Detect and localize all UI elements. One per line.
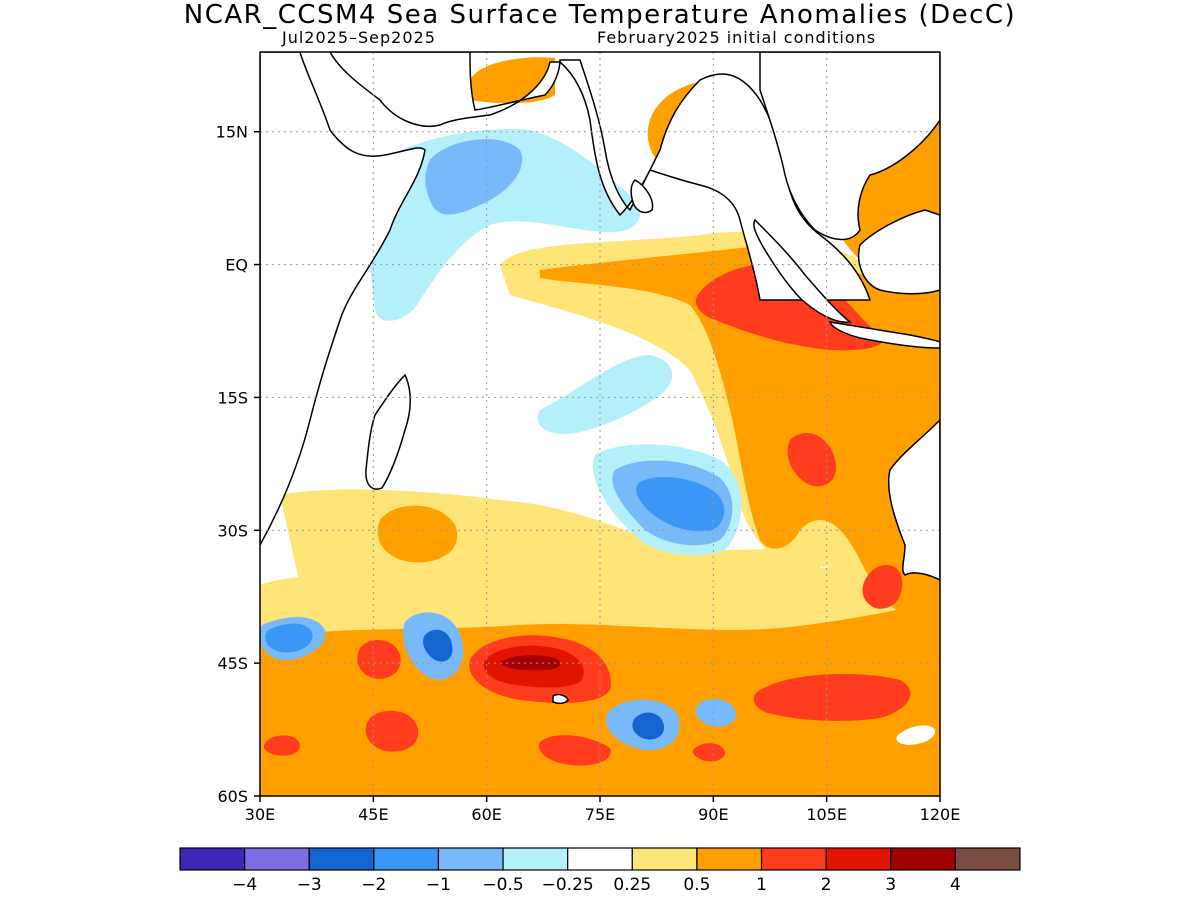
anomaly-region-sw-australia-cool	[896, 725, 936, 745]
colorbar-swatch	[373, 847, 440, 871]
anomaly-region-cold-eddy-4	[695, 698, 737, 727]
colorbar-swatch	[760, 847, 827, 871]
x-tick-label: 105E	[806, 805, 847, 824]
anomaly-region-hot-eddy-5	[692, 743, 726, 762]
colorbar-swatch	[890, 847, 956, 871]
colorbar-swatch	[825, 847, 892, 871]
land-arabia-india	[329, 52, 872, 301]
anomaly-field	[260, 52, 940, 796]
land-sumatra	[753, 218, 852, 323]
colorbar-swatch	[244, 847, 310, 871]
anomaly-region-hot-eddy-1	[357, 639, 401, 679]
colorbar-label: 0.25	[613, 875, 651, 895]
y-axis: 15N EQ 15S 30S 45S 60S	[216, 123, 260, 806]
land-kerguelen	[552, 693, 569, 705]
anomaly-region-wa-hot	[862, 565, 903, 609]
anomaly-region-cold-eddy-2-core	[423, 629, 453, 662]
land-borneo	[858, 209, 940, 295]
y-tick-label: 15N	[216, 123, 248, 142]
land-africa	[260, 52, 426, 547]
anomaly-region-arabian-cold	[425, 139, 523, 215]
colorbar-swatch	[954, 847, 1021, 871]
colorbar-swatch	[437, 847, 504, 871]
colorbar-label: 0.5	[683, 875, 710, 895]
forecast-period: Jul2025–Sep2025	[282, 28, 436, 47]
land-indochina	[759, 52, 940, 241]
anomaly-region-hot-eddy-4	[538, 735, 611, 766]
y-tick-label: 15S	[217, 388, 248, 407]
anomaly-region-south-central-colder	[636, 477, 725, 532]
x-tick-label: 30E	[245, 805, 275, 824]
anomaly-region-hot-eddy-6	[263, 735, 300, 756]
anomaly-region-cold-eddy-3-core	[632, 712, 665, 740]
y-tick-label: 45S	[217, 654, 248, 673]
x-tick-label: 90E	[698, 805, 728, 824]
y-tick-label: EQ	[225, 256, 248, 275]
gridlines	[260, 52, 940, 796]
colorbar-label: −0.25	[542, 875, 594, 895]
initial-conditions: February2025 initial conditions	[597, 28, 877, 47]
colorbar-swatch	[567, 847, 633, 871]
x-tick-label: 45E	[358, 805, 388, 824]
colorbar-swatch	[502, 847, 569, 871]
x-tick-label: 120E	[920, 805, 961, 824]
anomaly-region-central-cool	[537, 355, 673, 434]
x-axis: 30E 45E 60E 75E 90E 105E 120E	[245, 796, 961, 824]
y-tick-label: 30S	[217, 521, 248, 540]
anomaly-region-hot-eddy-2	[365, 710, 419, 752]
anomaly-region-30s-warm	[377, 505, 458, 563]
colorbar-label: 2	[821, 875, 832, 895]
land-madagascar	[365, 373, 411, 490]
colorbar-label: 1	[756, 875, 767, 895]
anomaly-region-15s-hot	[787, 432, 836, 487]
colorbar-swatch	[179, 847, 246, 871]
colorbar-label: −3	[297, 875, 322, 895]
colorbar-label: −1	[426, 875, 451, 895]
colorbar-swatch	[308, 847, 375, 871]
y-tick-label: 60S	[217, 787, 248, 806]
chart-title: NCAR_CCSM4 Sea Surface Temperature Anoma…	[183, 0, 1017, 30]
colorbar-label: −2	[361, 875, 386, 895]
x-tick-label: 60E	[471, 805, 501, 824]
colorbar-swatch	[696, 847, 763, 871]
colorbar-label: 3	[885, 875, 896, 895]
anomaly-region-cold-eddy-1-core	[265, 623, 313, 653]
colorbar: −4 −3 −2 −1 −0.5 −0.25 0.25 0.5 1 2 3 4	[179, 847, 1021, 895]
colorbar-label: 4	[950, 875, 961, 895]
land-australia	[887, 418, 940, 581]
x-tick-label: 75E	[585, 805, 615, 824]
land-java	[828, 321, 940, 349]
land-sri-lanka	[630, 179, 654, 214]
anomaly-region-hot-eddy-7	[753, 674, 911, 721]
colorbar-label: −0.5	[482, 875, 523, 895]
colorbar-label: −4	[232, 875, 257, 895]
colorbar-swatch	[631, 847, 698, 871]
